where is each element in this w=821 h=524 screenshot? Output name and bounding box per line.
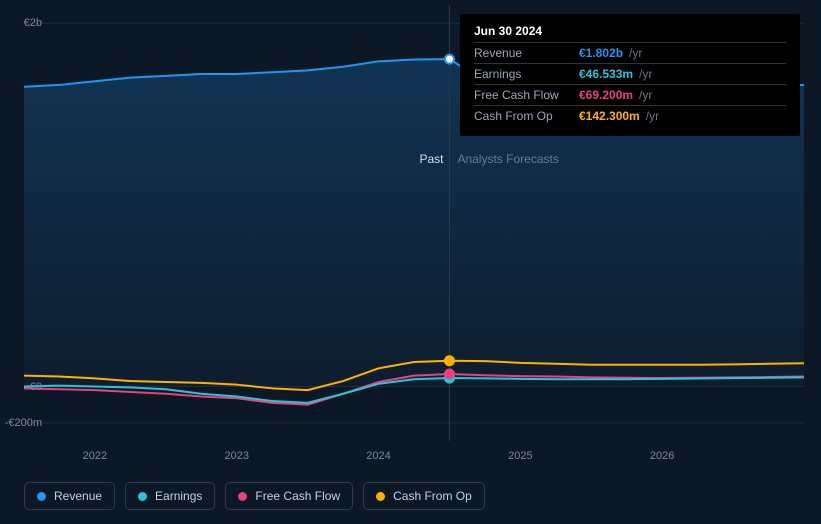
tooltip-row: Cash From Op€142.300m/yr [474,105,786,126]
legend-label: Earnings [155,489,202,503]
y-tick-label: €0 [30,381,42,393]
legend-item-free-cash-flow[interactable]: Free Cash Flow [225,482,353,510]
tooltip-row-unit: /yr [629,46,642,60]
tooltip-row: Earnings€46.533m/yr [474,63,786,84]
y-tick-label: -€200m [5,417,42,429]
marker-cashfromop [445,356,454,365]
tooltip-row-unit: /yr [646,109,659,123]
x-tick-label: 2024 [366,450,390,462]
legend-dot-icon [37,492,46,501]
legend-dot-icon [376,492,385,501]
tooltip-row-label: Revenue [474,46,579,60]
tooltip-row-unit: /yr [639,67,652,81]
legend-dot-icon [238,492,247,501]
legend-label: Free Cash Flow [255,489,340,503]
marker-revenue [445,55,454,64]
tooltip-row: Revenue€1.802b/yr [474,42,786,63]
tooltip-row-value: €1.802b [579,46,623,60]
tooltip-date: Jun 30 2024 [474,24,786,38]
past-label: Past [419,152,443,166]
legend-label: Revenue [54,489,102,503]
tooltip-row-unit: /yr [639,88,652,102]
forecast-label: Analysts Forecasts [457,152,558,166]
legend: Revenue Earnings Free Cash Flow Cash From O… [24,482,485,510]
legend-item-revenue[interactable]: Revenue [24,482,115,510]
y-tick-label: €2b [24,17,42,29]
financials-chart: €2b €0 -€200m 2022 2023 2024 2025 2026 Past An… [0,0,821,524]
tooltip-row-label: Earnings [474,67,579,81]
tooltip-row-value: €46.533m [579,67,633,81]
x-tick-label: 2022 [83,450,107,462]
legend-item-cash-from-op[interactable]: Cash From Op [363,482,485,510]
legend-item-earnings[interactable]: Earnings [125,482,215,510]
tooltip-row: Free Cash Flow€69.200m/yr [474,84,786,105]
tooltip-row-value: €142.300m [579,109,640,123]
x-tick-label: 2023 [224,450,248,462]
tooltip-row-value: €69.200m [579,88,633,102]
tooltip-row-label: Free Cash Flow [474,88,579,102]
marker-freecashflow [445,369,454,378]
x-tick-label: 2026 [650,450,674,462]
legend-label: Cash From Op [393,489,472,503]
x-tick-label: 2025 [508,450,532,462]
tooltip-row-label: Cash From Op [474,109,579,123]
legend-dot-icon [138,492,147,501]
tooltip: Jun 30 2024 Revenue€1.802b/yrEarnings€46… [460,14,800,136]
